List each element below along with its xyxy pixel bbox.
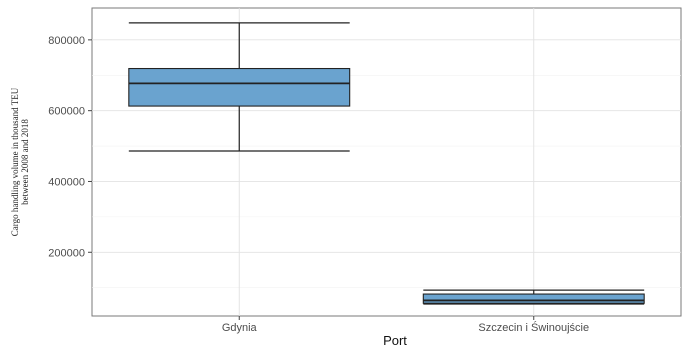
box-gdynia bbox=[128, 22, 351, 152]
x-tick-label: Gdynia bbox=[222, 322, 258, 334]
x-axis-title: Port bbox=[383, 333, 407, 348]
y-tick-label: 600000 bbox=[48, 106, 85, 118]
y-axis-title-line-1: Cargo handling volume in thousand TEU bbox=[10, 87, 20, 236]
box-szczecin-swinoujscie bbox=[422, 289, 645, 305]
y-tick-label: 400000 bbox=[48, 176, 85, 188]
x-tick-label: Szczecin i Świnoujście bbox=[478, 321, 589, 334]
grid-layer bbox=[92, 8, 681, 316]
y-axis-title-line-2: between 2008 and 2018 bbox=[20, 119, 30, 205]
y-tick-label: 800000 bbox=[48, 35, 85, 47]
iqr-box bbox=[422, 293, 645, 304]
iqr-box bbox=[128, 67, 351, 107]
box-layer bbox=[128, 22, 645, 305]
plot-panel bbox=[91, 7, 682, 317]
y-axis-title: Cargo handling volume in thousand TEU be… bbox=[10, 87, 30, 236]
y-tick-label: 200000 bbox=[48, 247, 85, 259]
axis-layer: 200000 400000 600000 800000 Gdynia Szczecin i… bbox=[48, 35, 589, 334]
